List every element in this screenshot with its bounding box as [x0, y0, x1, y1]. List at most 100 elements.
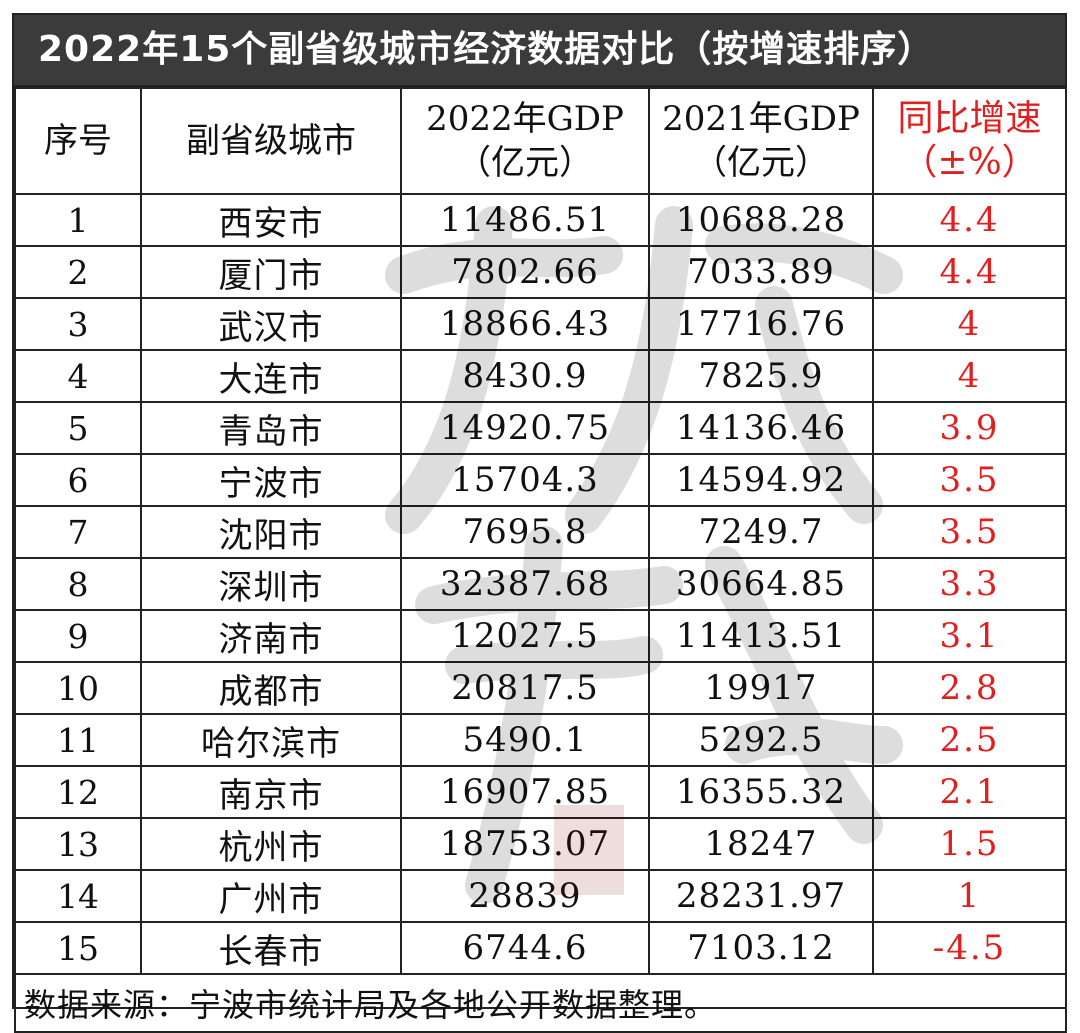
header-gdp-2021: 2021年GDP （亿元） — [648, 87, 874, 195]
row-growth: 3.5 — [872, 505, 1067, 559]
row-growth: -4.5 — [872, 921, 1067, 975]
row-gdp-2022: 12027.5 — [400, 609, 650, 663]
row-growth: 3.5 — [872, 453, 1067, 507]
table-row: 10 成都市 20817.5 19917 2.8 — [14, 661, 1067, 715]
row-gdp-2021: 30664.85 — [648, 557, 874, 611]
row-index: 8 — [14, 557, 142, 611]
row-growth: 4 — [872, 349, 1067, 403]
header-growth: 同比增速 （±%） — [872, 87, 1067, 195]
row-index: 9 — [14, 609, 142, 663]
row-gdp-2021: 7249.7 — [648, 505, 874, 559]
row-city: 厦门市 — [140, 245, 402, 299]
row-gdp-2021: 18247 — [648, 817, 874, 871]
table-row: 3 武汉市 18866.43 17716.76 4 — [14, 297, 1067, 351]
row-growth: 3.3 — [872, 557, 1067, 611]
header-gdp-2022: 2022年GDP （亿元） — [400, 87, 650, 195]
table-title: 2022年15个副省级城市经济数据对比（按增速排序） — [14, 15, 1065, 87]
row-growth: 4 — [872, 297, 1067, 351]
row-gdp-2022: 6744.6 — [400, 921, 650, 975]
row-city: 大连市 — [140, 349, 402, 403]
row-city: 哈尔滨市 — [140, 713, 402, 767]
row-index: 11 — [14, 713, 142, 767]
row-gdp-2021: 7825.9 — [648, 349, 874, 403]
header-row: 序号 副省级城市 2022年GDP （亿元） 2021年GDP （亿元） 同比增… — [14, 87, 1067, 195]
row-growth: 4.4 — [872, 245, 1067, 299]
row-gdp-2022: 14920.75 — [400, 401, 650, 455]
row-gdp-2021: 16355.32 — [648, 765, 874, 819]
row-gdp-2021: 7033.89 — [648, 245, 874, 299]
row-index: 7 — [14, 505, 142, 559]
table-row: 12 南京市 16907.85 16355.32 2.1 — [14, 765, 1067, 819]
row-gdp-2022: 7802.66 — [400, 245, 650, 299]
table-row: 5 青岛市 14920.75 14136.46 3.9 — [14, 401, 1067, 455]
row-index: 15 — [14, 921, 142, 975]
table-row: 11 哈尔滨市 5490.1 5292.5 2.5 — [14, 713, 1067, 767]
row-growth: 1 — [872, 869, 1067, 923]
row-gdp-2022: 11486.51 — [400, 193, 650, 247]
row-city: 沈阳市 — [140, 505, 402, 559]
table-row: 9 济南市 12027.5 11413.51 3.1 — [14, 609, 1067, 663]
row-index: 4 — [14, 349, 142, 403]
row-gdp-2022: 16907.85 — [400, 765, 650, 819]
row-gdp-2021: 19917 — [648, 661, 874, 715]
header-index: 序号 — [14, 87, 142, 195]
header-growth-unit: （±%） — [901, 142, 1038, 183]
table-row: 15 长春市 6744.6 7103.12 -4.5 — [14, 921, 1067, 975]
header-city: 副省级城市 — [140, 87, 402, 195]
row-gdp-2022: 7695.8 — [400, 505, 650, 559]
row-gdp-2021: 11413.51 — [648, 609, 874, 663]
row-city: 深圳市 — [140, 557, 402, 611]
gdp-comparison-table: 序号 副省级城市 2022年GDP （亿元） 2021年GDP （亿元） 同比增… — [14, 87, 1067, 1033]
row-index: 12 — [14, 765, 142, 819]
row-index: 13 — [14, 817, 142, 871]
row-growth: 3.1 — [872, 609, 1067, 663]
row-growth: 3.9 — [872, 401, 1067, 455]
header-gdp-2021-unit: （亿元） — [693, 143, 829, 183]
table-row: 13 杭州市 18753.07 18247 1.5 — [14, 817, 1067, 871]
row-city: 长春市 — [140, 921, 402, 975]
row-index: 3 — [14, 297, 142, 351]
row-gdp-2022: 28839 — [400, 869, 650, 923]
row-index: 2 — [14, 245, 142, 299]
row-gdp-2022: 32387.68 — [400, 557, 650, 611]
table-row: 1 西安市 11486.51 10688.28 4.4 — [14, 193, 1067, 247]
row-index: 5 — [14, 401, 142, 455]
row-gdp-2021: 5292.5 — [648, 713, 874, 767]
row-city: 宁波市 — [140, 453, 402, 507]
table-row: 7 沈阳市 7695.8 7249.7 3.5 — [14, 505, 1067, 559]
row-city: 武汉市 — [140, 297, 402, 351]
table-row: 4 大连市 8430.9 7825.9 4 — [14, 349, 1067, 403]
footer-row: 数据来源：宁波市统计局及各地公开数据整理。 — [14, 973, 1067, 1033]
row-gdp-2021: 14594.92 — [648, 453, 874, 507]
row-growth: 4.4 — [872, 193, 1067, 247]
row-gdp-2021: 10688.28 — [648, 193, 874, 247]
header-gdp-2022-unit: （亿元） — [457, 143, 593, 183]
row-gdp-2022: 18753.07 — [400, 817, 650, 871]
header-gdp-2021-label: 2021年GDP — [662, 99, 860, 139]
row-city: 南京市 — [140, 765, 402, 819]
row-city: 济南市 — [140, 609, 402, 663]
row-index: 14 — [14, 869, 142, 923]
table-row: 8 深圳市 32387.68 30664.85 3.3 — [14, 557, 1067, 611]
row-growth: 1.5 — [872, 817, 1067, 871]
row-growth: 2.8 — [872, 661, 1067, 715]
row-city: 西安市 — [140, 193, 402, 247]
table-row: 2 厦门市 7802.66 7033.89 4.4 — [14, 245, 1067, 299]
row-gdp-2022: 20817.5 — [400, 661, 650, 715]
header-gdp-2022-label: 2022年GDP — [426, 99, 624, 139]
row-gdp-2022: 15704.3 — [400, 453, 650, 507]
row-index: 10 — [14, 661, 142, 715]
row-city: 杭州市 — [140, 817, 402, 871]
data-table-frame: 2022年15个副省级城市经济数据对比（按增速排序） 序号 副省级城市 2022… — [12, 13, 1067, 1033]
row-gdp-2022: 8430.9 — [400, 349, 650, 403]
row-city: 广州市 — [140, 869, 402, 923]
row-gdp-2021: 14136.46 — [648, 401, 874, 455]
row-growth: 2.1 — [872, 765, 1067, 819]
table-row: 14 广州市 28839 28231.97 1 — [14, 869, 1067, 923]
row-gdp-2021: 28231.97 — [648, 869, 874, 923]
header-growth-label: 同比增速 — [897, 98, 1042, 139]
row-index: 6 — [14, 453, 142, 507]
row-gdp-2021: 7103.12 — [648, 921, 874, 975]
table-row: 6 宁波市 15704.3 14594.92 3.5 — [14, 453, 1067, 507]
row-gdp-2021: 17716.76 — [648, 297, 874, 351]
